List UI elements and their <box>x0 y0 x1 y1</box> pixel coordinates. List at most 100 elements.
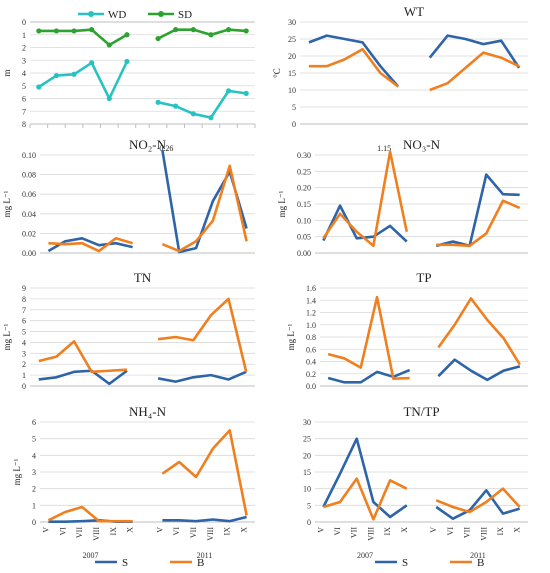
y-axis-label: m <box>2 69 12 76</box>
y-tick-label: 1.4 <box>306 296 316 305</box>
series-line-B <box>47 505 133 523</box>
data-point-SD <box>36 28 42 34</box>
series-line-B <box>48 237 133 253</box>
y-tick-label: 5 <box>22 328 26 337</box>
x-group-label: 2011 <box>470 551 486 560</box>
y-tick-label: 2 <box>22 360 26 369</box>
y-tick-label: 4 <box>32 451 36 460</box>
y-tick-label: 1.6 <box>306 284 316 293</box>
series-line-B <box>322 477 408 521</box>
y-tick-label: 7 <box>22 107 26 116</box>
value-annotation: 0.26 <box>159 144 173 153</box>
series-line-B <box>436 199 521 248</box>
y-axis-label: mg L⁻¹ <box>2 190 12 217</box>
chart-nh4: 0 1 2 3 4 5 6 NH₄-N mg L⁻¹ V VI VII VIII IX X 2007 V VI VI… <box>12 404 255 560</box>
legend-label-B: B <box>197 557 204 569</box>
y-tick-label: 30 <box>303 418 311 427</box>
series-line-B <box>435 487 521 514</box>
chart-title: NH₄-N <box>129 404 167 419</box>
x-tick-label: IX <box>223 527 232 536</box>
series-line-S <box>161 149 248 254</box>
x-tick-label: VII <box>75 527 84 538</box>
data-point-WD <box>124 58 130 65</box>
series-line-B <box>38 340 128 374</box>
y-tick-label: 7 <box>22 306 26 315</box>
y-tick-label: 3 <box>22 349 26 358</box>
x-tick-label: VI <box>172 527 181 536</box>
y-tick-label: 8 <box>22 295 26 304</box>
chart-title: TN/TP <box>403 404 439 419</box>
x-tick-label: V <box>316 527 325 533</box>
y-tick-label: 15 <box>303 468 311 477</box>
x-tick-label: V <box>41 527 50 533</box>
y-tick-label: 0.0 <box>306 382 316 391</box>
y-tick-label: 1.2 <box>306 309 316 318</box>
y-tick-label: 9 <box>22 284 26 293</box>
x-group-label: 2007 <box>357 551 373 560</box>
legend-label-B: B <box>477 557 484 569</box>
series-line-B <box>161 164 248 253</box>
x-group-label: 2007 <box>83 551 99 560</box>
y-tick-label: 25 <box>288 35 296 44</box>
y-tick-label: 4 <box>22 338 26 347</box>
y-tick-label: 0 <box>307 518 311 527</box>
y-tick-label: 8 <box>22 120 26 129</box>
data-point-SD <box>173 27 179 33</box>
legend-label-S: S <box>402 557 408 569</box>
data-point-WD <box>243 90 249 96</box>
series-line-S <box>435 173 520 248</box>
data-point-SD <box>124 32 130 38</box>
data-point-WD <box>155 99 161 105</box>
series-line-S <box>322 437 408 519</box>
y-tick-label: 1 <box>22 31 26 40</box>
y-tick-label: 0 <box>22 382 26 391</box>
series-line-S <box>38 369 128 386</box>
data-point-SD <box>155 35 161 42</box>
chart-tntp: 0 5 10 15 20 25 30 TN/TP V VI VII VIII IX X 2007 V VI VII… <box>303 404 528 560</box>
series-line-S <box>428 34 521 69</box>
data-point-SD <box>208 32 214 38</box>
series-line-S <box>157 370 247 383</box>
y-tick-label: 0.08 <box>22 171 36 180</box>
y-tick-label: 3 <box>22 56 26 65</box>
series-line-S <box>322 204 408 243</box>
y-tick-label: 6 <box>22 95 26 104</box>
y-tick-label: 6 <box>22 317 26 326</box>
x-tick-label: VIII <box>206 527 215 541</box>
y-tick-label: 20 <box>288 52 296 61</box>
chart-no3: 0.00 0.05 0.10 0.15 0.20 0.25 0.30 NO₃-N mg L⁻¹ 1… <box>277 137 528 258</box>
y-tick-label: 0.00 <box>297 249 311 258</box>
y-tick-label: 5 <box>32 435 36 444</box>
x-tick-label: VII <box>189 527 198 538</box>
y-tick-label: 0.8 <box>306 333 316 342</box>
series-line-WD <box>157 89 247 119</box>
series-line-S <box>437 358 521 382</box>
y-axis-label: mg L⁻¹ <box>12 458 22 485</box>
x-tick-label: VI <box>333 527 342 536</box>
y-axis-label: °C <box>272 68 282 78</box>
y-axis-label: mg L⁻¹ <box>286 323 296 350</box>
series-line-B <box>161 429 248 516</box>
y-tick-label: 3 <box>32 468 36 477</box>
data-point-SD <box>106 42 112 48</box>
data-point-WD <box>53 72 60 79</box>
y-tick-label: 0 <box>292 120 296 129</box>
x-tick-label: X <box>240 527 249 533</box>
y-tick-label: 0.10 <box>22 151 36 160</box>
chart-title: NO₃-N <box>403 137 441 152</box>
x-group-label: 2011 <box>197 551 213 560</box>
y-tick-label: 5 <box>292 103 296 112</box>
chart-tn: 0 1 2 3 45 6 7 8 9 TN mg L⁻¹ <box>2 270 255 391</box>
series-line-S <box>162 515 247 523</box>
y-tick-label: 0.6 <box>306 345 316 354</box>
x-tick-label: VII <box>463 527 472 538</box>
data-point-WD <box>36 84 42 90</box>
x-tick-label: IX <box>383 527 392 536</box>
chart-title: NO₂-N <box>129 137 167 152</box>
y-tick-label: 1 <box>32 501 36 510</box>
legend-label-WD: WD <box>108 9 126 21</box>
y-tick-label: 25 <box>303 435 311 444</box>
y-tick-label: 0.4 <box>306 358 316 367</box>
x-tick-label: X <box>513 527 522 533</box>
